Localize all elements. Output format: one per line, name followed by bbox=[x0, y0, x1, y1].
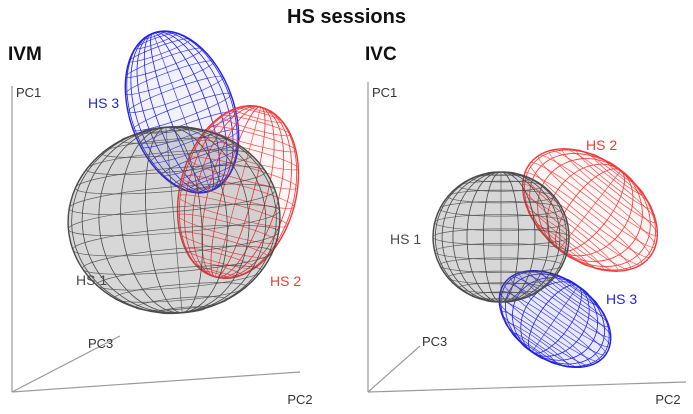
ivc-pc3-label: PC3 bbox=[422, 334, 447, 349]
ivc-pc2-axis bbox=[367, 381, 687, 393]
panel-label-ivc: IVC bbox=[365, 44, 397, 65]
ivc-pc3-axis bbox=[367, 345, 421, 393]
panel-ivm: PC1 PC2 PC3 HS 3 HS 2 HS 1 bbox=[11, 30, 313, 407]
panel-ivc: PC1 PC2 PC3 HS 2 HS 1 HS 3 bbox=[367, 82, 687, 407]
ivm-pc2-axis bbox=[11, 371, 301, 393]
figure-title: HS sessions bbox=[287, 6, 406, 28]
ivc-label-hs2: HS 2 bbox=[586, 137, 617, 153]
ivm-pc3-axis bbox=[11, 335, 121, 393]
ivm-label-hs3: HS 3 bbox=[88, 95, 119, 111]
ivc-ellipsoid-hs2 bbox=[521, 148, 659, 272]
ivm-pc3-label: PC3 bbox=[88, 336, 113, 351]
panel-label-ivm: IVM bbox=[8, 44, 42, 65]
ivc-pc1-label: PC1 bbox=[372, 85, 397, 100]
ivm-ellipsoid-hs1 bbox=[67, 125, 281, 315]
ivm-label-hs2: HS 2 bbox=[270, 273, 301, 289]
ivm-pc1-label: PC1 bbox=[16, 85, 41, 100]
ivm-label-hs1: HS 1 bbox=[76, 272, 107, 288]
ivc-ellipsoid-hs1 bbox=[432, 171, 570, 303]
ivc-label-hs3: HS 3 bbox=[606, 291, 637, 307]
ivc-pc2-label: PC2 bbox=[655, 392, 680, 407]
ivc-label-hs1: HS 1 bbox=[390, 231, 421, 247]
ivm-pc2-label: PC2 bbox=[287, 392, 312, 407]
ivc-ellipsoid-hs3 bbox=[498, 269, 612, 369]
